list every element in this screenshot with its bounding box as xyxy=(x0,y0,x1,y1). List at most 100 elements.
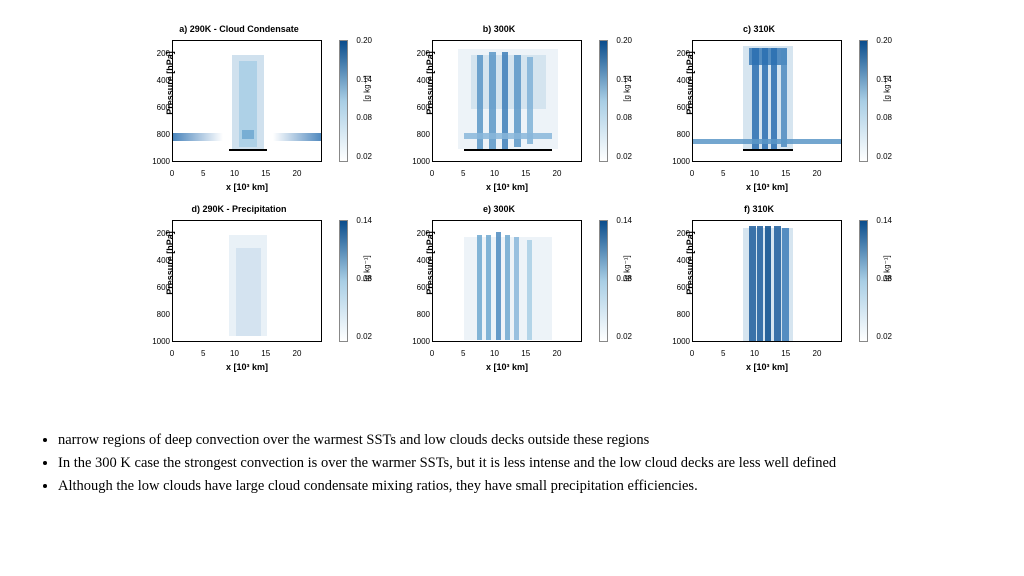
caption-bullets: narrow regions of deep convection over t… xyxy=(40,430,984,499)
x-tick: 15 xyxy=(519,169,533,178)
panel-e: e) 300KPressure [hPa]x [10³ km]200400600… xyxy=(400,208,638,378)
colorbar-tick: 0.08 xyxy=(876,113,892,122)
x-tick: 0 xyxy=(685,169,699,178)
x-tick: 20 xyxy=(550,349,564,358)
x-tick: 5 xyxy=(456,169,470,178)
y-tick: 1000 xyxy=(152,337,170,346)
x-tick: 0 xyxy=(425,349,439,358)
bullet-item: narrow regions of deep convection over t… xyxy=(58,430,984,451)
x-axis-label: x [10³ km] xyxy=(692,362,842,372)
x-axis-label: x [10³ km] xyxy=(692,182,842,192)
bullet-item: Although the low clouds have large cloud… xyxy=(58,476,984,497)
colorbar-tick: 0.02 xyxy=(616,152,632,161)
plot-area xyxy=(692,220,842,342)
figure-grid: a) 290K - Cloud CondensatePressure [hPa]… xyxy=(140,28,900,378)
colorbar-tick: 0.02 xyxy=(876,152,892,161)
panel-title: f) 310K xyxy=(660,204,858,214)
y-tick: 800 xyxy=(672,130,690,139)
x-tick: 10 xyxy=(748,349,762,358)
y-tick: 200 xyxy=(152,229,170,238)
x-tick: 5 xyxy=(716,349,730,358)
colorbar-tick: 0.14 xyxy=(356,216,372,225)
y-tick: 800 xyxy=(672,310,690,319)
x-tick: 5 xyxy=(196,349,210,358)
colorbar-tick: 0.02 xyxy=(356,152,372,161)
y-tick: 400 xyxy=(412,76,430,85)
y-tick: 600 xyxy=(412,103,430,112)
y-tick: 800 xyxy=(152,310,170,319)
panel-title: b) 300K xyxy=(400,24,598,34)
x-tick: 10 xyxy=(488,349,502,358)
x-tick: 10 xyxy=(748,169,762,178)
y-tick: 1000 xyxy=(672,157,690,166)
y-tick: 200 xyxy=(412,229,430,238)
x-tick: 15 xyxy=(779,169,793,178)
y-tick: 400 xyxy=(672,256,690,265)
x-tick: 20 xyxy=(810,169,824,178)
x-tick: 5 xyxy=(456,349,470,358)
y-tick: 1000 xyxy=(412,157,430,166)
panel-a: a) 290K - Cloud CondensatePressure [hPa]… xyxy=(140,28,378,198)
x-tick: 20 xyxy=(810,349,824,358)
y-tick: 1000 xyxy=(412,337,430,346)
x-tick: 10 xyxy=(488,169,502,178)
x-tick: 0 xyxy=(165,169,179,178)
colorbar-label: [g kg⁻¹] xyxy=(622,255,631,281)
x-tick: 15 xyxy=(259,169,273,178)
x-tick: 15 xyxy=(519,349,533,358)
bullet-item: In the 300 K case the strongest convecti… xyxy=(58,453,984,474)
colorbar-tick: 0.20 xyxy=(616,36,632,45)
warm-sst-bar xyxy=(464,149,552,151)
y-tick: 800 xyxy=(412,310,430,319)
colorbar xyxy=(859,40,868,162)
x-tick: 15 xyxy=(779,349,793,358)
plot-area xyxy=(172,40,322,162)
panel-title: d) 290K - Precipitation xyxy=(140,204,338,214)
colorbar-label: [g kg⁻¹] xyxy=(882,255,891,281)
x-tick: 0 xyxy=(685,349,699,358)
x-tick: 15 xyxy=(259,349,273,358)
panel-f: f) 310KPressure [hPa]x [10³ km]200400600… xyxy=(660,208,898,378)
panel-title: e) 300K xyxy=(400,204,598,214)
y-tick: 200 xyxy=(412,49,430,58)
y-tick: 400 xyxy=(152,256,170,265)
y-tick: 600 xyxy=(672,103,690,112)
panel-b: b) 300KPressure [hPa]x [10³ km]200400600… xyxy=(400,28,638,198)
x-tick: 0 xyxy=(165,349,179,358)
y-tick: 600 xyxy=(672,283,690,292)
x-axis-label: x [10³ km] xyxy=(172,182,322,192)
colorbar xyxy=(339,220,348,342)
colorbar-tick: 0.02 xyxy=(616,332,632,341)
colorbar-tick: 0.08 xyxy=(616,113,632,122)
y-tick: 600 xyxy=(412,283,430,292)
y-tick: 600 xyxy=(152,283,170,292)
panel-title: a) 290K - Cloud Condensate xyxy=(140,24,338,34)
x-tick: 10 xyxy=(228,349,242,358)
x-tick: 20 xyxy=(290,349,304,358)
y-tick: 200 xyxy=(672,49,690,58)
y-tick: 1000 xyxy=(672,337,690,346)
colorbar xyxy=(339,40,348,162)
y-tick: 200 xyxy=(672,229,690,238)
x-axis-label: x [10³ km] xyxy=(432,182,582,192)
y-tick: 800 xyxy=(412,130,430,139)
x-tick: 0 xyxy=(425,169,439,178)
x-tick: 10 xyxy=(228,169,242,178)
colorbar-tick: 0.20 xyxy=(356,36,372,45)
plot-area xyxy=(432,40,582,162)
colorbar-label: [g kg⁻¹] xyxy=(622,75,631,101)
colorbar-tick: 0.02 xyxy=(356,332,372,341)
panel-d: d) 290K - PrecipitationPressure [hPa]x [… xyxy=(140,208,378,378)
x-axis-label: x [10³ km] xyxy=(172,362,322,372)
colorbar-tick: 0.14 xyxy=(876,216,892,225)
plot-area xyxy=(172,220,322,342)
colorbar-tick: 0.14 xyxy=(616,216,632,225)
colorbar-label: [g kg⁻¹] xyxy=(362,255,371,281)
panel-title: c) 310K xyxy=(660,24,858,34)
x-tick: 20 xyxy=(550,169,564,178)
colorbar-tick: 0.08 xyxy=(356,113,372,122)
y-tick: 400 xyxy=(672,76,690,85)
x-tick: 5 xyxy=(196,169,210,178)
colorbar-label: [g kg⁻¹] xyxy=(882,75,891,101)
colorbar-tick: 0.20 xyxy=(876,36,892,45)
